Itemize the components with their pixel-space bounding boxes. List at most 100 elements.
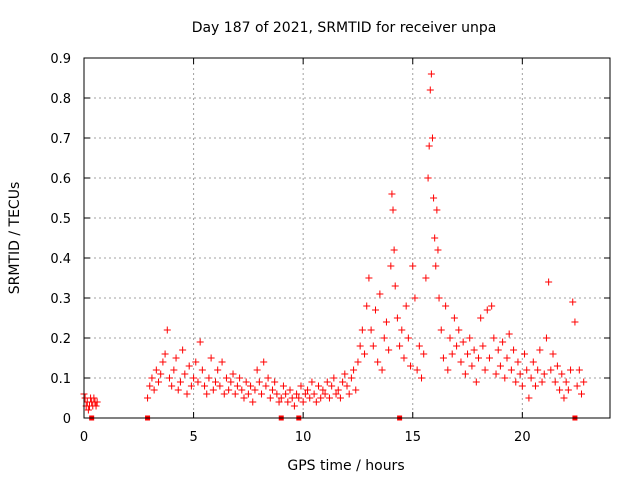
data-point (192, 358, 200, 366)
x-tick-label: 0 (80, 430, 88, 445)
data-point (516, 370, 524, 378)
data-point (523, 366, 531, 374)
data-point (214, 366, 222, 374)
data-point (328, 382, 336, 390)
data-point (306, 394, 314, 402)
y-tick-label: 0.8 (50, 92, 71, 107)
y-tick-label: 0.3 (50, 292, 71, 307)
data-point (569, 298, 577, 306)
data-point (365, 274, 373, 282)
data-point (422, 274, 430, 282)
data-point (247, 382, 255, 390)
data-point (198, 366, 206, 374)
data-point (367, 326, 375, 334)
data-point (264, 374, 272, 382)
data-point (282, 390, 290, 398)
x-axis-label: GPS time / hours (287, 458, 404, 474)
data-point (466, 334, 474, 342)
data-point (446, 334, 454, 342)
data-point (578, 390, 586, 398)
data-point (161, 350, 169, 358)
data-point (152, 366, 160, 374)
data-point (450, 314, 458, 322)
data-point (295, 394, 303, 402)
data-point (330, 374, 338, 382)
data-point (84, 406, 92, 414)
data-point (212, 378, 219, 386)
data-point (505, 330, 513, 338)
data-point (527, 374, 535, 382)
data-point (380, 334, 388, 342)
data-point (553, 362, 561, 370)
data-point (170, 366, 178, 374)
data-point (556, 386, 564, 394)
data-point (220, 390, 228, 398)
data-point (159, 358, 167, 366)
data-point (242, 378, 250, 386)
data-point (163, 326, 171, 334)
data-point (203, 390, 211, 398)
data-point (315, 382, 323, 390)
data-point (428, 134, 436, 142)
data-point (371, 306, 379, 314)
data-point (496, 362, 504, 370)
data-point (236, 374, 244, 382)
data-point (290, 402, 298, 410)
data-point (551, 378, 559, 386)
data-point (240, 394, 248, 402)
data-point (542, 334, 550, 342)
data-point (404, 334, 412, 342)
data-point (427, 70, 435, 78)
data-point (529, 358, 537, 366)
data-point (297, 382, 305, 390)
data-point (431, 234, 439, 242)
data-point (260, 358, 268, 366)
data-point (284, 398, 292, 406)
data-point (536, 346, 544, 354)
data-point (325, 394, 333, 402)
data-point (439, 354, 447, 362)
data-point (339, 378, 347, 386)
data-point (391, 282, 399, 290)
data-point (483, 306, 491, 314)
data-point (146, 382, 154, 390)
y-tick-label: 0.5 (50, 212, 71, 227)
data-point (481, 366, 489, 374)
data-point (459, 338, 467, 346)
data-point (521, 350, 529, 358)
data-point (341, 370, 349, 378)
data-point (244, 390, 252, 398)
data-point (488, 302, 496, 310)
data-point (201, 382, 209, 390)
data-point (205, 374, 213, 382)
data-point (231, 390, 239, 398)
data-point (477, 314, 485, 322)
data-point (560, 394, 568, 402)
data-point (472, 378, 480, 386)
data-point (185, 362, 193, 370)
data-point (312, 398, 320, 406)
data-point (304, 386, 312, 394)
data-point (475, 354, 482, 362)
data-point (233, 382, 241, 390)
x-tick-label: 10 (295, 430, 312, 445)
y-tick-label: 0.7 (50, 132, 71, 147)
data-point (301, 390, 309, 398)
data-point (369, 342, 377, 350)
data-point (374, 358, 382, 366)
data-point (388, 190, 396, 198)
y-tick-label: 0.6 (50, 172, 71, 187)
data-point (402, 302, 410, 310)
data-point (376, 290, 384, 298)
data-point (347, 374, 355, 382)
data-point (319, 386, 327, 394)
data-point (229, 370, 237, 378)
data-point (286, 386, 294, 394)
data-point (409, 262, 417, 270)
data-point (479, 342, 487, 350)
data-point (358, 326, 366, 334)
data-point (181, 370, 189, 378)
data-point (442, 302, 450, 310)
data-point (350, 366, 358, 374)
data-point (209, 386, 217, 394)
